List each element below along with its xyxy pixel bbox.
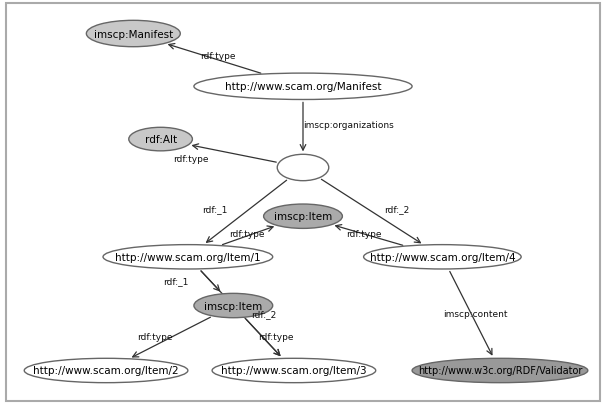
Ellipse shape [86,21,181,47]
Text: imscp:Item: imscp:Item [274,212,332,222]
Text: http://www.scam.org/Item/4: http://www.scam.org/Item/4 [370,252,515,262]
Text: http://www.scam.org/Manifest: http://www.scam.org/Manifest [225,82,381,92]
Ellipse shape [103,245,273,269]
Text: rdf:_1: rdf:_1 [163,277,188,286]
Text: imscp:content: imscp:content [444,309,508,318]
Ellipse shape [264,205,342,229]
Text: rdf:type: rdf:type [137,333,172,341]
Ellipse shape [194,294,273,318]
Text: rdf:_2: rdf:_2 [384,205,410,213]
Ellipse shape [412,358,588,383]
Text: http://www.w3c.org/RDF/Validator: http://www.w3c.org/RDF/Validator [418,366,582,375]
Text: rdf:Alt: rdf:Alt [144,135,177,145]
Text: imscp:organizations: imscp:organizations [303,121,394,130]
Text: rdf:type: rdf:type [258,333,293,341]
Text: rdf:type: rdf:type [346,230,381,239]
Ellipse shape [24,358,188,383]
Text: imscp:Item: imscp:Item [204,301,262,311]
Text: imscp:Manifest: imscp:Manifest [94,30,173,39]
Ellipse shape [194,74,412,100]
Text: rdf:_1: rdf:_1 [202,205,228,213]
Text: rdf:type: rdf:type [173,154,208,163]
Text: http://www.scam.org/Item/1: http://www.scam.org/Item/1 [115,252,261,262]
Text: rdf:type: rdf:type [201,51,236,60]
Ellipse shape [128,128,193,151]
Ellipse shape [278,155,328,181]
Text: rdf:_2: rdf:_2 [251,309,276,318]
Text: http://www.scam.org/Item/3: http://www.scam.org/Item/3 [221,366,367,375]
Ellipse shape [212,358,376,383]
Ellipse shape [364,245,521,269]
Text: rdf:type: rdf:type [230,230,265,239]
Text: http://www.scam.org/Item/2: http://www.scam.org/Item/2 [33,366,179,375]
